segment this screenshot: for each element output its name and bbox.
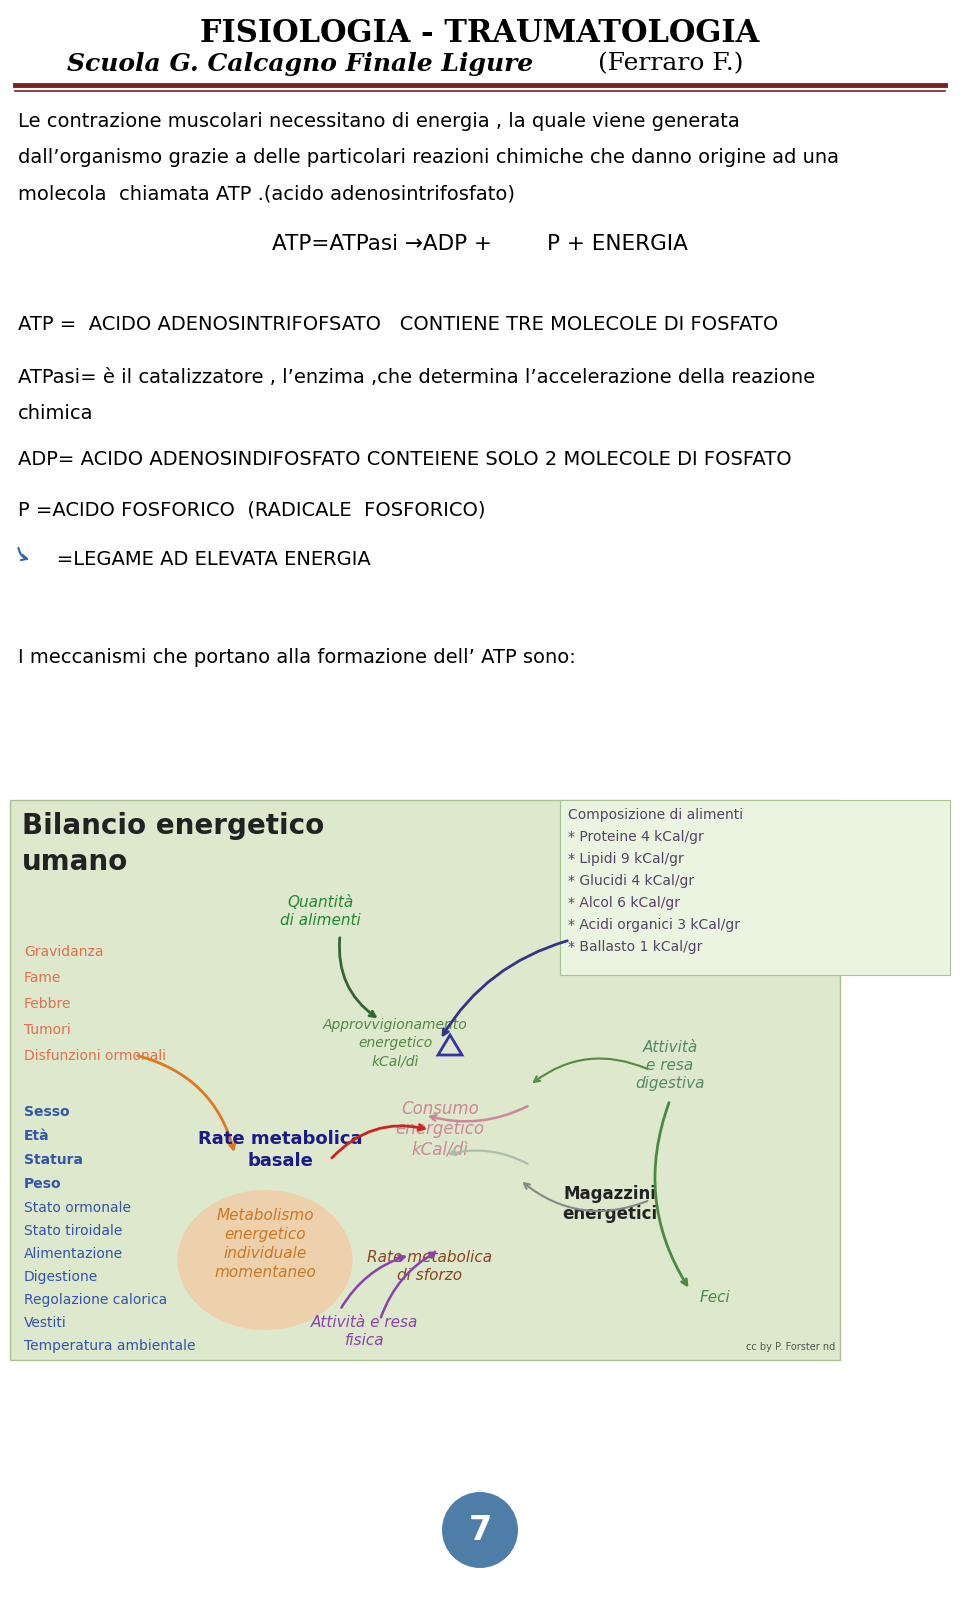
- Text: Temperatura ambientale: Temperatura ambientale: [24, 1338, 196, 1353]
- Text: kCal/dì: kCal/dì: [412, 1140, 468, 1158]
- Text: Febbre: Febbre: [24, 997, 71, 1010]
- Text: Disfunzioni ormonali: Disfunzioni ormonali: [24, 1049, 166, 1063]
- Text: Bilancio energetico: Bilancio energetico: [22, 812, 324, 841]
- Text: Regolazione calorica: Regolazione calorica: [24, 1294, 167, 1306]
- Text: * Proteine 4 kCal/gr: * Proteine 4 kCal/gr: [568, 829, 704, 844]
- Circle shape: [442, 1492, 518, 1567]
- Text: Stato tiroidale: Stato tiroidale: [24, 1225, 122, 1238]
- Text: momentaneo: momentaneo: [214, 1265, 316, 1281]
- Text: individuale: individuale: [224, 1246, 306, 1262]
- Text: Composizione di alimenti: Composizione di alimenti: [568, 809, 743, 821]
- Text: Attività: Attività: [642, 1041, 698, 1055]
- Text: chimica: chimica: [18, 403, 93, 423]
- Text: Magazzini: Magazzini: [564, 1185, 657, 1202]
- Text: Approvvigionamento: Approvvigionamento: [323, 1018, 468, 1033]
- Text: ATPasi= è il catalizzatore , l’enzima ,che determina l’accelerazione della reazi: ATPasi= è il catalizzatore , l’enzima ,c…: [18, 368, 815, 387]
- Text: P =ACIDO FOSFORICO  (RADICALE  FOSFORICO): P =ACIDO FOSFORICO (RADICALE FOSFORICO): [18, 500, 486, 519]
- Text: digestiva: digestiva: [636, 1076, 705, 1090]
- Text: Tumori: Tumori: [24, 1023, 71, 1037]
- Text: Attività e resa: Attività e resa: [311, 1314, 419, 1330]
- Text: Alimentazione: Alimentazione: [24, 1247, 123, 1262]
- Text: =LEGAME AD ELEVATA ENERGIA: =LEGAME AD ELEVATA ENERGIA: [38, 551, 371, 568]
- Text: energetico: energetico: [358, 1036, 432, 1050]
- Text: FISIOLOGIA - TRAUMATOLOGIA: FISIOLOGIA - TRAUMATOLOGIA: [201, 18, 759, 50]
- Text: (Ferraro F.): (Ferraro F.): [590, 51, 743, 75]
- Text: * Lipidi 9 kCal/gr: * Lipidi 9 kCal/gr: [568, 852, 684, 866]
- Text: Età: Età: [24, 1129, 50, 1143]
- Text: * Acidi organici 3 kCal/gr: * Acidi organici 3 kCal/gr: [568, 917, 740, 932]
- Text: * Glucidi 4 kCal/gr: * Glucidi 4 kCal/gr: [568, 874, 694, 889]
- Text: * Alcol 6 kCal/gr: * Alcol 6 kCal/gr: [568, 897, 680, 909]
- Text: Fame: Fame: [24, 970, 61, 985]
- Text: Digestione: Digestione: [24, 1270, 98, 1284]
- Text: energetici: energetici: [563, 1206, 658, 1223]
- Text: energetico: energetico: [396, 1121, 485, 1138]
- Text: Gravidanza: Gravidanza: [24, 945, 104, 959]
- Text: Rate metabolica: Rate metabolica: [368, 1250, 492, 1265]
- Text: di sforzo: di sforzo: [397, 1268, 463, 1282]
- Text: kCal/dì: kCal/dì: [372, 1053, 419, 1068]
- Text: Quantità: Quantità: [287, 895, 353, 909]
- Text: umano: umano: [22, 849, 129, 876]
- Text: Stato ormonale: Stato ormonale: [24, 1201, 131, 1215]
- Text: Scuola G. Calcagno Finale Ligure: Scuola G. Calcagno Finale Ligure: [67, 51, 533, 75]
- Text: Statura: Statura: [24, 1153, 83, 1167]
- Text: Sesso: Sesso: [24, 1105, 70, 1119]
- Text: Feci: Feci: [700, 1290, 731, 1305]
- Text: ATP =  ACIDO ADENOSINTRIFOFSATO   CONTIENE TRE MOLECOLE DI FOSFATO: ATP = ACIDO ADENOSINTRIFOFSATO CONTIENE …: [18, 315, 779, 335]
- Text: fisica: fisica: [346, 1334, 385, 1348]
- Text: ATP=ATPasi →ADP +        P + ENERGIA: ATP=ATPasi →ADP + P + ENERGIA: [272, 234, 688, 255]
- Text: di alimenti: di alimenti: [279, 913, 360, 929]
- Text: Vestiti: Vestiti: [24, 1316, 67, 1330]
- Text: cc by P. Forster nd: cc by P. Forster nd: [746, 1342, 835, 1351]
- Text: e resa: e resa: [646, 1058, 694, 1073]
- Text: basale: basale: [247, 1153, 313, 1170]
- Text: * Ballasto 1 kCal/gr: * Ballasto 1 kCal/gr: [568, 940, 703, 954]
- Text: Rate metabolica: Rate metabolica: [198, 1130, 362, 1148]
- FancyBboxPatch shape: [10, 800, 840, 1359]
- FancyBboxPatch shape: [560, 800, 950, 975]
- Text: Metabolismo: Metabolismo: [216, 1209, 314, 1223]
- Text: Peso: Peso: [24, 1177, 61, 1191]
- Text: I meccanismi che portano alla formazione dell’ ATP sono:: I meccanismi che portano alla formazione…: [18, 648, 576, 668]
- Ellipse shape: [178, 1190, 352, 1330]
- Text: ADP= ACIDO ADENOSINDIFOSFATO CONTEIENE SOLO 2 MOLECOLE DI FOSFATO: ADP= ACIDO ADENOSINDIFOSFATO CONTEIENE S…: [18, 450, 792, 469]
- Text: Le contrazione muscolari necessitano di energia , la quale viene generata: Le contrazione muscolari necessitano di …: [18, 112, 740, 131]
- Text: molecola  chiamata ATP .(acido adenosintrifosfato): molecola chiamata ATP .(acido adenosintr…: [18, 184, 515, 203]
- Text: energetico: energetico: [225, 1226, 306, 1242]
- Text: Consumo: Consumo: [401, 1100, 479, 1117]
- Text: 7: 7: [468, 1513, 492, 1547]
- Text: dall’organismo grazie a delle particolari reazioni chimiche che danno origine ad: dall’organismo grazie a delle particolar…: [18, 147, 839, 167]
